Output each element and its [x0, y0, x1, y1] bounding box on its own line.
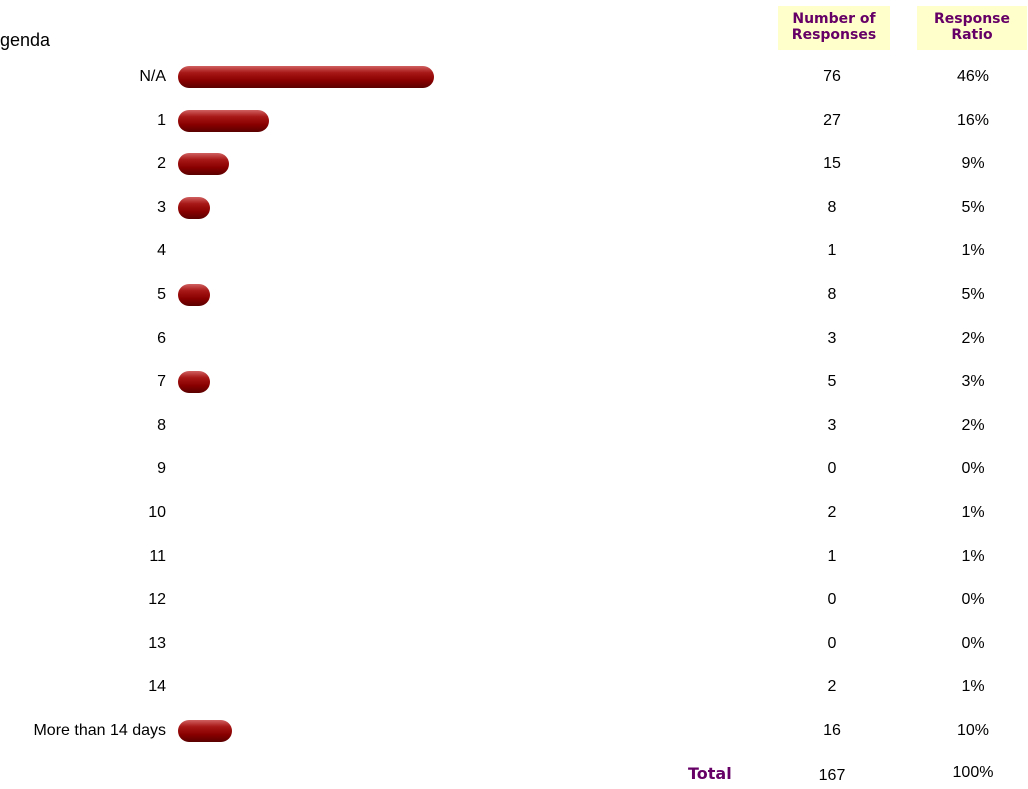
response-ratio: 16% [956, 111, 990, 129]
response-bar [178, 153, 229, 176]
category-label: 1 [157, 111, 166, 129]
category-label: More than 14 days [33, 722, 166, 739]
response-count: 0 [827, 634, 837, 652]
response-ratio: 1% [961, 504, 985, 521]
response-ratio: 0% [961, 634, 985, 652]
response-count: 3 [827, 416, 837, 434]
response-ratio: 5% [961, 198, 985, 216]
category-label: 11 [149, 547, 166, 565]
category-label: 14 [148, 678, 166, 696]
response-count: 8 [827, 198, 837, 216]
response-count: 8 [827, 286, 837, 303]
response-bar [178, 109, 269, 132]
response-count: 2 [827, 678, 837, 696]
category-label: 9 [157, 460, 166, 478]
category-label: 4 [157, 242, 166, 260]
response-count: 1 [827, 242, 837, 260]
category-label: 3 [157, 198, 166, 216]
category-label: 13 [148, 634, 166, 652]
total-label: Total [688, 764, 732, 783]
category-label: N/A [139, 68, 166, 85]
response-bar [178, 196, 210, 219]
category-label: 5 [157, 286, 166, 303]
response-bar [178, 720, 232, 742]
header-ratio-line1: Response [933, 11, 1011, 27]
total-count: 167 [818, 767, 846, 784]
response-bar [178, 66, 434, 88]
response-ratio: 10% [956, 722, 990, 739]
response-ratio: 46% [956, 68, 990, 85]
response-ratio: 5% [961, 286, 985, 303]
response-ratio: 0% [961, 591, 985, 609]
response-ratio: 1% [961, 547, 985, 565]
response-ratio: 9% [961, 155, 985, 173]
response-ratio: 3% [961, 373, 985, 391]
response-ratio: 2% [961, 416, 985, 434]
response-ratio: 1% [961, 242, 985, 260]
response-count: 3 [827, 329, 837, 347]
response-ratio: 0% [961, 460, 985, 478]
header-response-ratio: Response Ratio [917, 6, 1027, 50]
response-bar [178, 371, 210, 394]
response-count: 15 [823, 155, 841, 173]
response-ratio: 2% [961, 329, 985, 347]
category-label: 8 [157, 416, 166, 434]
response-bar [178, 284, 210, 306]
total-ratio: 100% [952, 764, 994, 781]
category-label: 7 [157, 373, 166, 391]
response-ratio: 1% [961, 678, 985, 696]
header-number-of-responses: Number of Responses [778, 6, 890, 50]
category-label: 12 [148, 591, 166, 609]
header-ratio-line2: Ratio [951, 27, 993, 43]
header-responses-line1: Number of [792, 11, 876, 27]
response-count: 27 [823, 111, 841, 129]
response-count: 0 [827, 591, 837, 609]
category-label: 10 [148, 504, 166, 521]
category-label: 6 [157, 329, 166, 347]
response-count: 5 [827, 373, 837, 391]
category-label: 2 [157, 155, 166, 173]
response-count: 1 [827, 547, 837, 565]
response-count: 2 [827, 504, 837, 521]
question-title: genda [0, 30, 51, 50]
header-responses-line2: Responses [791, 27, 877, 43]
response-count: 0 [827, 460, 837, 478]
response-count: 76 [823, 68, 841, 85]
response-count: 16 [823, 722, 841, 739]
